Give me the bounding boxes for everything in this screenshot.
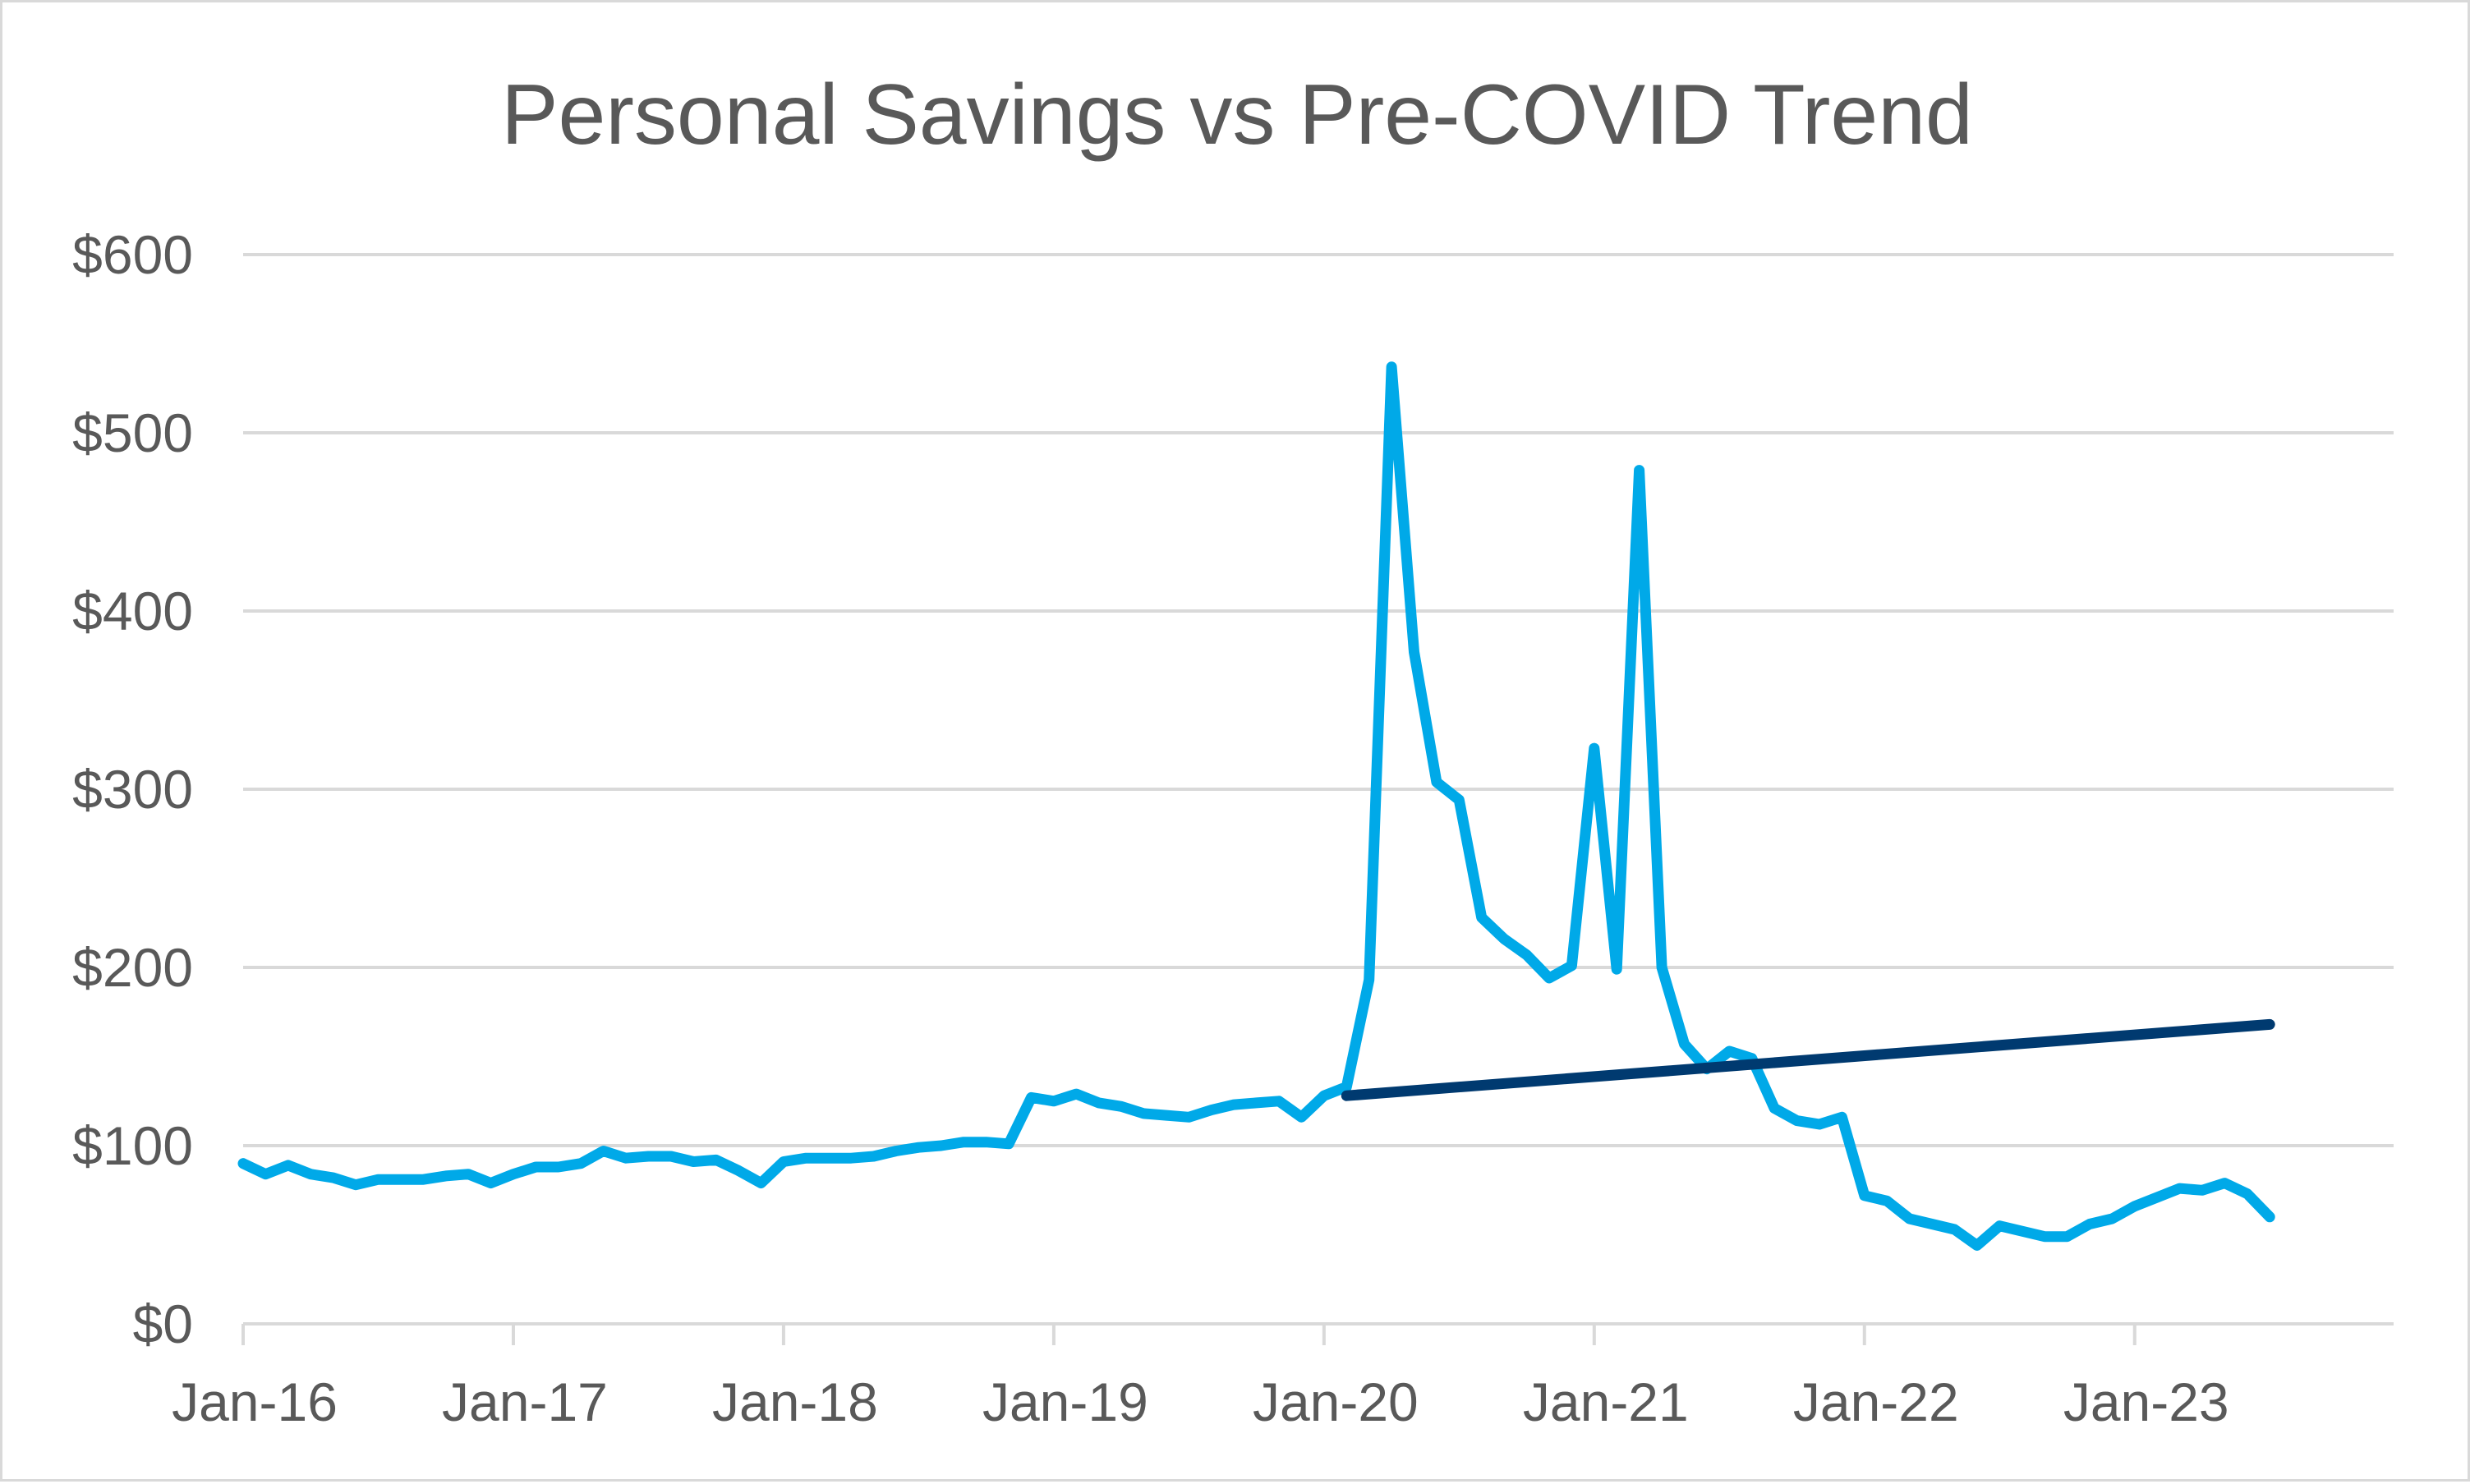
series-line-pre-covid-trend	[1341, 1018, 2275, 1101]
y-tick-label: $100	[72, 1115, 193, 1176]
x-tick-label: Jan-20	[1253, 1371, 1419, 1432]
series-line-personal-savings	[237, 361, 2275, 1251]
y-tick-label: $0	[133, 1293, 193, 1354]
y-tick-label: $600	[72, 224, 193, 285]
gridlines	[243, 253, 2394, 1147]
series-lines	[237, 361, 2275, 1251]
x-axis	[241, 1322, 2394, 1345]
x-tick-label: Jan-17	[442, 1371, 608, 1432]
x-tick-label: Jan-23	[2063, 1371, 2229, 1432]
x-tick-label: Jan-19	[982, 1371, 1148, 1432]
y-tick-label: $300	[72, 759, 193, 820]
y-axis-tick-labels: $0 $100 $200 $300 $400 $500 $600	[72, 224, 193, 1354]
chart-title: Personal Savings vs Pre-COVID Trend	[501, 67, 1973, 163]
x-tick-label: Jan-18	[712, 1371, 878, 1432]
y-tick-label: $500	[72, 402, 193, 463]
x-axis-tick-labels: Jan-16 Jan-17 Jan-18 Jan-19 Jan-20 Jan-21 Jan-…	[172, 1371, 2229, 1432]
x-tick-label: Jan-21	[1523, 1371, 1689, 1432]
x-tick-label: Jan-22	[1793, 1371, 1959, 1432]
y-tick-label: $400	[72, 581, 193, 641]
y-tick-label: $200	[72, 937, 193, 998]
x-tick-label: Jan-16	[172, 1371, 338, 1432]
